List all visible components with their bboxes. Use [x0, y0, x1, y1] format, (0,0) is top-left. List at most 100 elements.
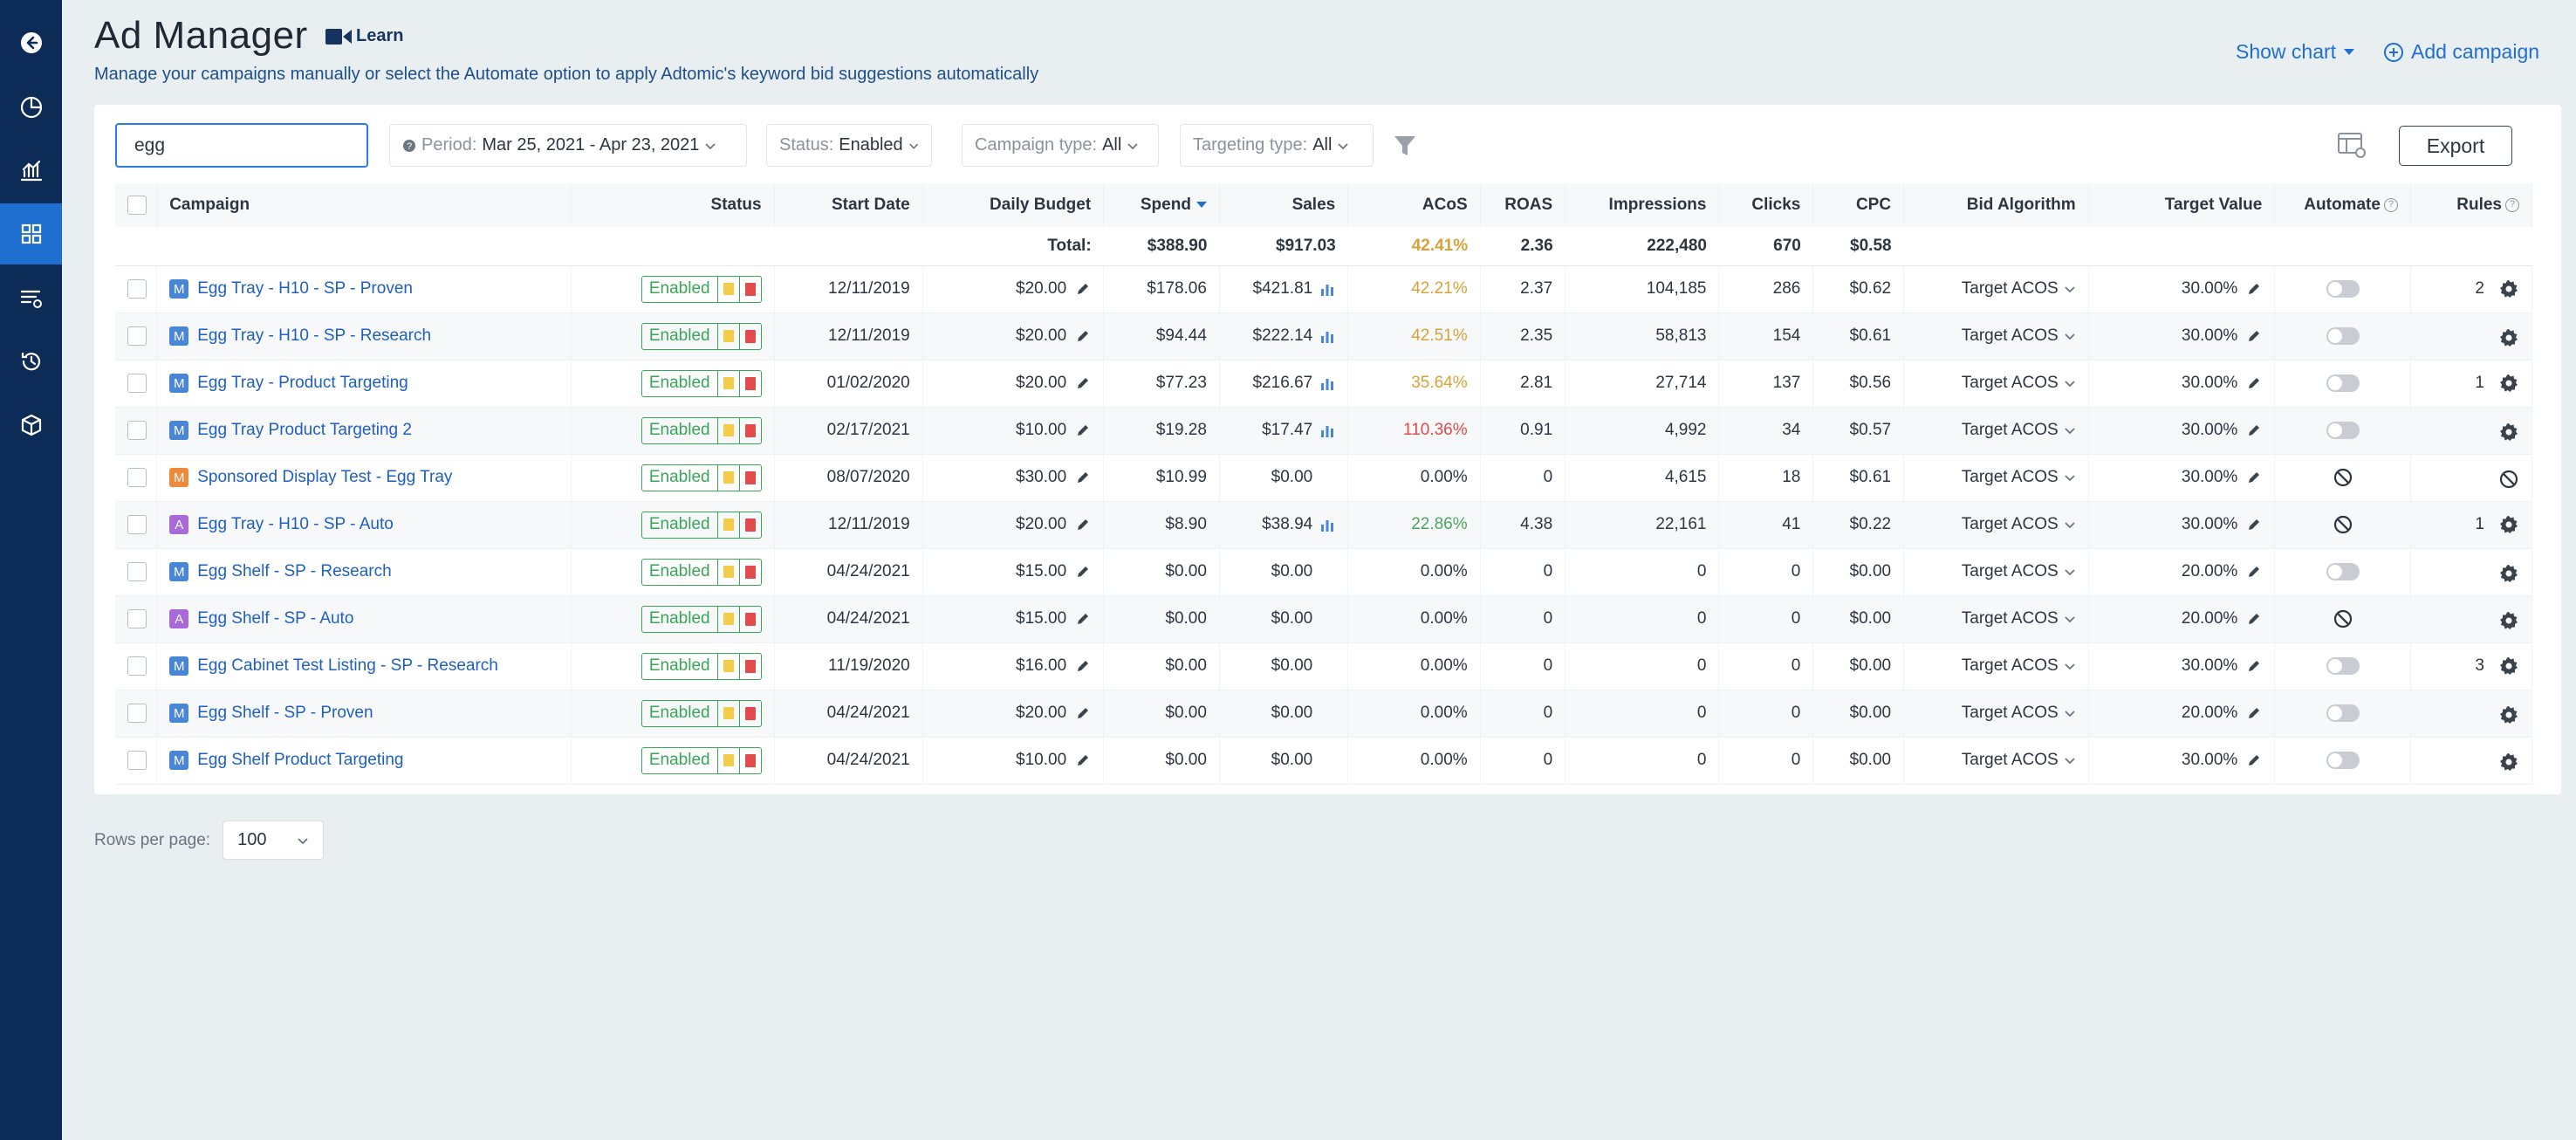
row-select-cell[interactable] — [115, 642, 158, 690]
status-control[interactable]: Enabled — [641, 558, 762, 586]
pause-button[interactable] — [716, 512, 739, 538]
pause-button[interactable] — [716, 417, 739, 443]
col-target-value[interactable]: Target Value — [2088, 183, 2276, 227]
row-checkbox[interactable] — [127, 373, 147, 393]
gear-icon[interactable] — [2498, 656, 2519, 676]
campaign-cell[interactable]: A Egg Shelf - SP - Auto — [156, 595, 572, 643]
delete-button[interactable] — [738, 559, 761, 585]
bid-algorithm-select[interactable]: Target ACOS — [1903, 737, 2089, 785]
status-enabled-label[interactable]: Enabled — [648, 562, 710, 580]
status-control[interactable]: Enabled — [641, 652, 762, 680]
bid-algorithm-select[interactable]: Target ACOS — [1903, 407, 2089, 455]
col-sales[interactable]: Sales — [1219, 183, 1349, 227]
col-spend[interactable]: Spend — [1103, 183, 1220, 227]
pause-button[interactable] — [716, 559, 739, 585]
delete-button[interactable] — [738, 370, 761, 396]
bar-chart-icon[interactable] — [1319, 281, 1335, 297]
col-bid-algorithm[interactable]: Bid Algorithm — [1903, 183, 2089, 227]
campaign-name-link[interactable]: Egg Shelf - SP - Research — [197, 562, 392, 580]
delete-button[interactable] — [738, 464, 761, 491]
edit-pencil-icon[interactable] — [2246, 564, 2262, 580]
status-control[interactable]: Enabled — [641, 369, 762, 397]
col-status[interactable]: Status — [571, 183, 775, 227]
status-enabled-label[interactable]: Enabled — [648, 279, 710, 298]
status-control[interactable]: Enabled — [641, 275, 762, 303]
search-input[interactable]: egg — [115, 123, 368, 168]
row-checkbox[interactable] — [127, 514, 147, 534]
table-row[interactable]: A Egg Shelf - SP - Auto Enabled 04/24/2021 $… — [115, 595, 2533, 643]
edit-pencil-icon[interactable] — [2246, 611, 2262, 627]
table-row[interactable]: M Egg Tray - H10 - SP - Research Enabled 12… — [115, 312, 2533, 361]
row-select-cell[interactable] — [115, 548, 158, 596]
automate-toggle[interactable] — [2326, 751, 2360, 769]
gear-icon[interactable] — [2498, 752, 2519, 773]
bid-algorithm-select[interactable]: Target ACOS — [1903, 690, 2089, 738]
col-rules[interactable]: Rules? — [2410, 183, 2533, 227]
bar-chart-icon[interactable] — [1319, 328, 1335, 344]
row-select-cell[interactable] — [115, 501, 158, 549]
col-campaign[interactable]: Campaign — [156, 183, 572, 227]
row-checkbox[interactable] — [127, 326, 147, 346]
bid-algorithm-select[interactable]: Target ACOS — [1903, 595, 2089, 643]
campaign-name-link[interactable]: Egg Shelf - SP - Auto — [197, 609, 354, 628]
pause-button[interactable] — [716, 276, 739, 302]
campaign-name-link[interactable]: Egg Shelf Product Targeting — [197, 751, 404, 769]
history-icon[interactable] — [0, 331, 62, 392]
show-chart-button[interactable]: Show chart — [2236, 40, 2355, 64]
delete-button[interactable] — [738, 512, 761, 538]
edit-pencil-icon[interactable] — [1075, 328, 1091, 344]
table-row[interactable]: M Egg Shelf - SP - Research Enabled 04/24/2… — [115, 548, 2533, 596]
pause-button[interactable] — [716, 370, 739, 396]
status-control[interactable]: Enabled — [641, 605, 762, 633]
edit-pencil-icon[interactable] — [1075, 658, 1091, 674]
campaign-cell[interactable]: A Egg Tray - H10 - SP - Auto — [156, 501, 572, 549]
campaign-cell[interactable]: M Egg Shelf Product Targeting — [156, 737, 572, 785]
status-enabled-label[interactable]: Enabled — [648, 515, 710, 533]
row-checkbox[interactable] — [127, 750, 147, 770]
bid-algorithm-select[interactable]: Target ACOS — [1903, 312, 2089, 361]
campaign-cell[interactable]: M Egg Tray Product Targeting 2 — [156, 407, 572, 455]
help-icon[interactable]: ? — [2505, 197, 2519, 212]
product-box-icon[interactable] — [0, 395, 62, 456]
status-control[interactable]: Enabled — [641, 322, 762, 350]
edit-pencil-icon[interactable] — [1075, 375, 1091, 391]
campaign-name-link[interactable]: Sponsored Display Test - Egg Tray — [197, 468, 453, 486]
gear-icon[interactable] — [2498, 373, 2519, 394]
row-select-cell[interactable] — [115, 454, 158, 502]
status-control[interactable]: Enabled — [641, 464, 762, 491]
row-checkbox[interactable] — [127, 278, 147, 299]
row-select-cell[interactable] — [115, 737, 158, 785]
table-row[interactable]: M Egg Tray - H10 - SP - Proven Enabled 12/1… — [115, 265, 2533, 313]
automate-toggle[interactable] — [2326, 374, 2360, 392]
bid-algorithm-select[interactable]: Target ACOS — [1903, 360, 2089, 408]
status-control[interactable]: Enabled — [641, 699, 762, 727]
table-row[interactable]: M Egg Tray - Product Targeting Enabled 01/0… — [115, 360, 2533, 408]
pause-button[interactable] — [716, 606, 739, 632]
col-daily-budget[interactable]: Daily Budget — [922, 183, 1105, 227]
row-checkbox[interactable] — [127, 703, 147, 723]
table-row[interactable]: M Egg Shelf - SP - Proven Enabled 04/24/202… — [115, 690, 2533, 738]
row-select-cell[interactable] — [115, 595, 158, 643]
bid-algorithm-select[interactable]: Target ACOS — [1903, 454, 2089, 502]
row-checkbox[interactable] — [127, 608, 147, 628]
campaign-name-link[interactable]: Egg Tray - H10 - SP - Auto — [197, 515, 394, 533]
back-icon[interactable] — [0, 12, 62, 73]
status-enabled-label[interactable]: Enabled — [648, 609, 710, 628]
gear-icon[interactable] — [2498, 278, 2519, 299]
table-row[interactable]: M Egg Cabinet Test Listing - SP - Researc… — [115, 642, 2533, 690]
edit-pencil-icon[interactable] — [2246, 281, 2262, 297]
row-select-cell[interactable] — [115, 407, 158, 455]
col-roas[interactable]: ROAS — [1480, 183, 1566, 227]
edit-pencil-icon[interactable] — [2246, 752, 2262, 768]
edit-pencil-icon[interactable] — [1075, 752, 1091, 768]
pause-button[interactable] — [716, 323, 739, 349]
campaign-cell[interactable]: M Egg Tray - Product Targeting — [156, 360, 572, 408]
status-control[interactable]: Enabled — [641, 416, 762, 444]
gear-icon[interactable] — [2498, 704, 2519, 725]
campaign-cell[interactable]: M Sponsored Display Test - Egg Tray — [156, 454, 572, 502]
col-start-date[interactable]: Start Date — [774, 183, 923, 227]
bid-algorithm-select[interactable]: Target ACOS — [1903, 265, 2089, 313]
col-impressions[interactable]: Impressions — [1565, 183, 1720, 227]
dashboard-pie-icon[interactable] — [0, 77, 62, 138]
automate-toggle[interactable] — [2326, 656, 2360, 675]
